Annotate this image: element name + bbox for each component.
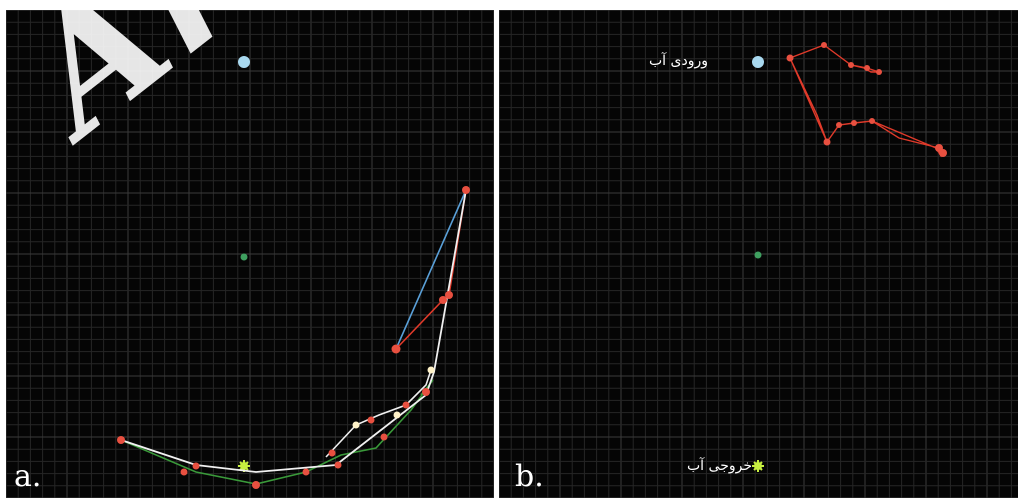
- path-points-red: [117, 186, 470, 489]
- path-white-lower: [120, 189, 467, 473]
- panel-b-label: b.: [515, 459, 544, 494]
- inlet-label: ورودی آب: [649, 53, 708, 69]
- path-points-red: [786, 42, 947, 157]
- panel-a-label: a.: [14, 459, 42, 494]
- path-blue: [395, 189, 467, 350]
- path-points-white: [352, 366, 435, 429]
- center-marker: [754, 251, 762, 259]
- path-red: [789, 44, 944, 158]
- grid-a: [6, 10, 494, 498]
- panel-b: ورودی آب خروجی آب b.: [499, 10, 1018, 498]
- panel-divider: [495, 10, 498, 498]
- panel-a: Arc a.: [6, 10, 494, 498]
- inlet-marker: [752, 56, 764, 68]
- panel-a-plot: [6, 10, 494, 498]
- outlet-label: خروجی آب: [687, 458, 752, 474]
- panel-b-plot: [499, 10, 1018, 498]
- path-green: [120, 379, 434, 485]
- inlet-marker: [238, 56, 250, 68]
- center-marker: [240, 253, 248, 261]
- outlet-marker: [238, 460, 250, 472]
- outlet-marker: [752, 460, 764, 472]
- path-white-upper: [325, 369, 432, 458]
